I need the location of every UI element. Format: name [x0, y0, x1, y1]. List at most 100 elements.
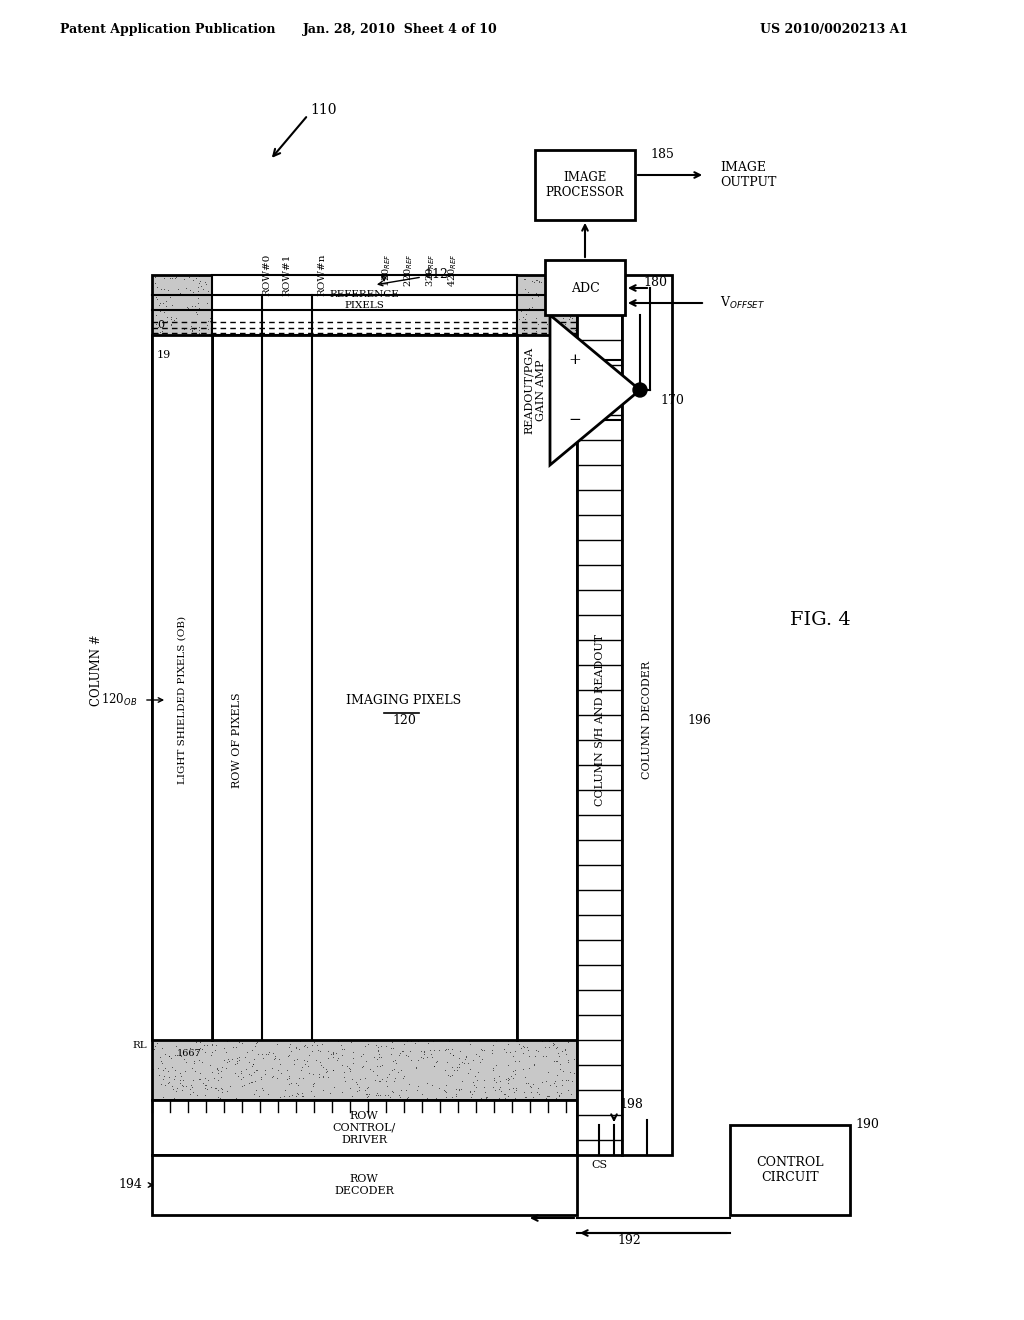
Point [554, 577, 570, 598]
Point [284, 1015, 300, 1036]
Point [215, 853, 231, 874]
Point [452, 519, 468, 540]
Point [368, 1034, 384, 1055]
Point [243, 462, 259, 483]
Point [543, 916, 559, 937]
Point [512, 928, 528, 949]
Point [445, 863, 462, 884]
Point [308, 829, 325, 850]
Point [254, 428, 270, 449]
Point [387, 1068, 403, 1089]
Point [442, 887, 459, 908]
Point [249, 770, 265, 791]
Point [330, 413, 346, 434]
Point [394, 730, 411, 751]
Point [251, 325, 267, 346]
Point [359, 519, 376, 540]
Point [223, 565, 240, 586]
Point [503, 403, 519, 424]
Point [389, 285, 406, 306]
Point [477, 1086, 494, 1107]
Point [201, 346, 217, 367]
Point [513, 607, 529, 628]
Point [311, 540, 328, 561]
Point [534, 272, 550, 293]
Point [311, 669, 328, 690]
Point [299, 528, 315, 549]
Point [163, 313, 179, 334]
Point [447, 1010, 464, 1031]
Point [356, 550, 373, 572]
Point [459, 1012, 475, 1034]
Point [544, 414, 560, 436]
Point [431, 924, 447, 945]
Point [285, 1011, 301, 1032]
Point [498, 556, 514, 577]
Point [331, 983, 347, 1005]
Point [463, 953, 479, 974]
Point [222, 480, 239, 502]
Point [567, 364, 584, 385]
Point [180, 700, 197, 721]
Point [156, 441, 172, 462]
Point [246, 652, 262, 673]
Point [447, 1084, 464, 1105]
Point [481, 517, 498, 539]
Point [477, 572, 494, 593]
Point [259, 329, 275, 350]
Point [455, 1052, 471, 1073]
Point [548, 983, 564, 1005]
Point [527, 939, 544, 960]
Point [361, 1059, 378, 1080]
Point [371, 363, 387, 384]
Point [253, 1067, 269, 1088]
Point [379, 281, 395, 302]
Point [237, 767, 253, 788]
Point [225, 850, 242, 871]
Point [297, 1035, 313, 1056]
Point [496, 816, 512, 837]
Point [497, 875, 513, 896]
Point [422, 527, 438, 548]
Point [318, 908, 335, 929]
Point [151, 895, 167, 916]
Point [521, 521, 538, 543]
Point [499, 550, 515, 572]
Point [519, 1036, 536, 1057]
Point [564, 496, 581, 517]
Point [200, 338, 216, 359]
Point [383, 942, 399, 964]
Point [289, 404, 305, 425]
Point [186, 387, 203, 408]
Point [496, 663, 512, 684]
Point [427, 622, 443, 643]
Point [243, 737, 259, 758]
Point [177, 442, 194, 463]
Point [302, 426, 318, 447]
Point [348, 887, 365, 908]
Point [273, 704, 290, 725]
Point [431, 1040, 447, 1061]
Point [547, 554, 563, 576]
Point [263, 919, 280, 940]
Point [484, 422, 501, 444]
Point [566, 319, 583, 341]
Point [487, 1080, 504, 1101]
Point [356, 331, 373, 352]
Point [482, 528, 499, 549]
Point [544, 640, 560, 661]
Point [526, 995, 543, 1016]
Point [396, 793, 413, 814]
Point [303, 799, 319, 820]
Point [449, 1028, 465, 1049]
Point [474, 737, 490, 758]
Point [488, 491, 505, 512]
Point [455, 787, 471, 808]
Point [551, 1001, 567, 1022]
Point [160, 478, 176, 499]
Point [184, 611, 201, 632]
Point [207, 346, 223, 367]
Point [145, 804, 162, 825]
Point [155, 343, 171, 364]
Point [325, 1060, 341, 1081]
